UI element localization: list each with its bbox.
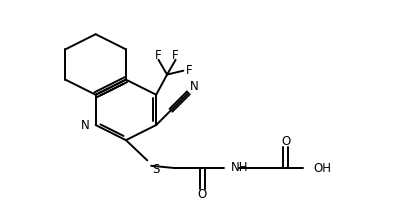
- Text: OH: OH: [313, 162, 331, 175]
- Text: F: F: [155, 49, 162, 62]
- Text: NH: NH: [231, 161, 249, 174]
- Text: N: N: [81, 118, 89, 132]
- Text: F: F: [172, 49, 179, 62]
- Text: O: O: [281, 135, 291, 148]
- Text: F: F: [185, 64, 192, 77]
- Text: S: S: [152, 163, 160, 176]
- Text: O: O: [198, 188, 207, 201]
- Text: N: N: [190, 81, 198, 94]
